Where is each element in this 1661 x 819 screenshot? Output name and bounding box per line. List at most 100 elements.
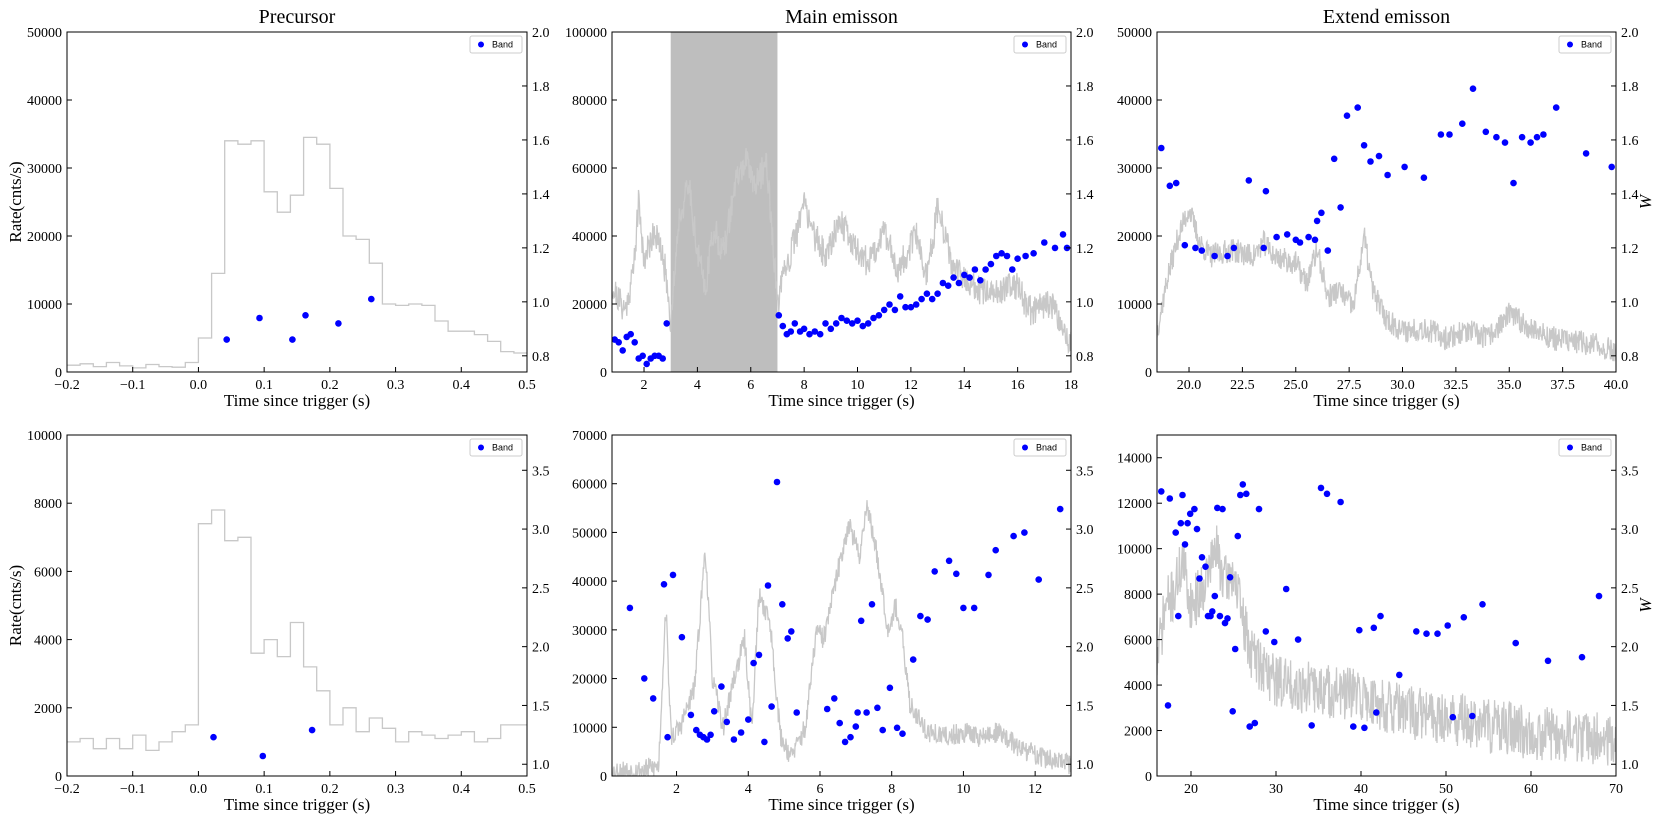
x-tick-label: 4	[745, 782, 752, 797]
x-tick-label: 20.0	[1177, 378, 1202, 393]
data-point	[1177, 519, 1185, 527]
data-point	[1337, 498, 1344, 506]
y-tick-label: 70000	[572, 429, 607, 444]
y2-tick-label: 1.5	[1076, 699, 1094, 714]
data-point	[639, 352, 646, 360]
y2-tick-label: 2.0	[1076, 26, 1094, 41]
data-point	[1501, 139, 1509, 146]
data-point	[1294, 636, 1302, 643]
data-point	[627, 330, 634, 338]
data-point	[831, 695, 838, 702]
data-point	[1245, 177, 1253, 184]
y2-tick-label: 1.8	[532, 80, 550, 95]
data-point	[1512, 639, 1519, 647]
data-point	[773, 478, 781, 486]
data-point	[631, 339, 638, 346]
data-point	[1373, 709, 1380, 716]
x-tick-label: 50	[1439, 782, 1453, 797]
x-tick-label: 14	[957, 378, 971, 393]
y-tick-label: 50000	[27, 26, 62, 41]
y-tick-label: 2000	[34, 702, 62, 717]
y2-axis-label: W	[1636, 193, 1655, 209]
y-tick-label: 60000	[572, 478, 607, 493]
y2-tick-label: 1.6	[1621, 134, 1639, 149]
x-tick-label: 40.0	[1604, 378, 1629, 393]
data-point	[854, 709, 861, 716]
x-tick-label: −0.1	[120, 378, 145, 393]
y2-tick-label: 2.5	[1076, 582, 1094, 597]
x-tick-label: 22.5	[1230, 378, 1255, 393]
data-point	[615, 339, 622, 346]
data-point	[1578, 653, 1586, 661]
data-point	[909, 656, 917, 663]
legend: Band	[469, 438, 523, 457]
data-point	[1313, 217, 1321, 225]
data-point	[907, 303, 915, 311]
y-tick-label: 6000	[1124, 634, 1152, 649]
data-point	[863, 709, 870, 716]
data-point	[923, 290, 931, 298]
data-point	[1282, 585, 1290, 593]
data-point	[788, 628, 795, 635]
data-point	[1214, 504, 1221, 512]
light-curve	[1157, 207, 1616, 362]
y-tick-label: 50000	[572, 526, 607, 541]
x-tick-label: 10	[956, 782, 970, 797]
data-point	[1003, 252, 1011, 260]
data-point	[1437, 131, 1445, 138]
data-point	[880, 306, 888, 314]
data-point	[1164, 702, 1172, 709]
data-point	[302, 312, 309, 319]
data-point	[1510, 179, 1517, 187]
data-point	[993, 252, 1000, 260]
x-tick-label: 2	[641, 378, 648, 393]
x-tick-label: 4	[694, 378, 701, 393]
data-point	[1469, 85, 1477, 92]
data-point	[822, 320, 829, 327]
y-tick-label: 10000	[1117, 543, 1152, 558]
x-tick-label: 0.4	[453, 782, 471, 797]
y2-tick-label: 1.0	[532, 296, 550, 311]
light-curve	[612, 148, 1071, 355]
legend-label: Band	[1036, 40, 1057, 50]
data-point	[1479, 601, 1486, 608]
data-point	[950, 274, 957, 281]
data-point	[335, 320, 342, 327]
y2-axis-label: W	[1636, 597, 1655, 613]
data-point	[1370, 624, 1378, 632]
data-point	[1552, 104, 1560, 111]
data-point	[761, 738, 768, 746]
data-point	[1384, 171, 1391, 179]
data-point	[1211, 592, 1219, 600]
data-point	[944, 282, 952, 290]
data-point	[982, 266, 989, 273]
y2-tick-label: 1.5	[532, 699, 550, 714]
data-point	[806, 330, 813, 338]
axes-frame	[66, 434, 528, 777]
x-tick-label: 12	[1028, 782, 1042, 797]
legend-label: Bnad	[1036, 443, 1057, 453]
x-tick-label: −0.2	[54, 378, 79, 393]
legend-marker	[478, 444, 484, 451]
data-point	[1041, 239, 1048, 246]
legend-box	[469, 35, 523, 54]
chart-title: Precursor	[259, 6, 336, 28]
data-point	[931, 568, 938, 575]
data-point	[755, 651, 763, 659]
data-point	[259, 752, 267, 760]
x-tick-label: 30	[1269, 782, 1283, 797]
data-point	[1337, 204, 1344, 211]
data-point	[1184, 519, 1191, 527]
y2-tick-label: 1.8	[1076, 80, 1094, 95]
data-point	[1434, 630, 1441, 637]
data-point	[987, 260, 995, 268]
data-point	[619, 347, 626, 354]
y-tick-label: 2000	[1124, 725, 1152, 740]
chart-title: Extend emisson	[1323, 6, 1450, 28]
data-point	[924, 616, 931, 623]
data-point	[945, 557, 953, 565]
x-tick-label: 70	[1609, 782, 1623, 797]
data-point	[1230, 244, 1238, 252]
y2-tick-label: 2.0	[532, 26, 550, 41]
legend-marker	[1022, 444, 1028, 451]
